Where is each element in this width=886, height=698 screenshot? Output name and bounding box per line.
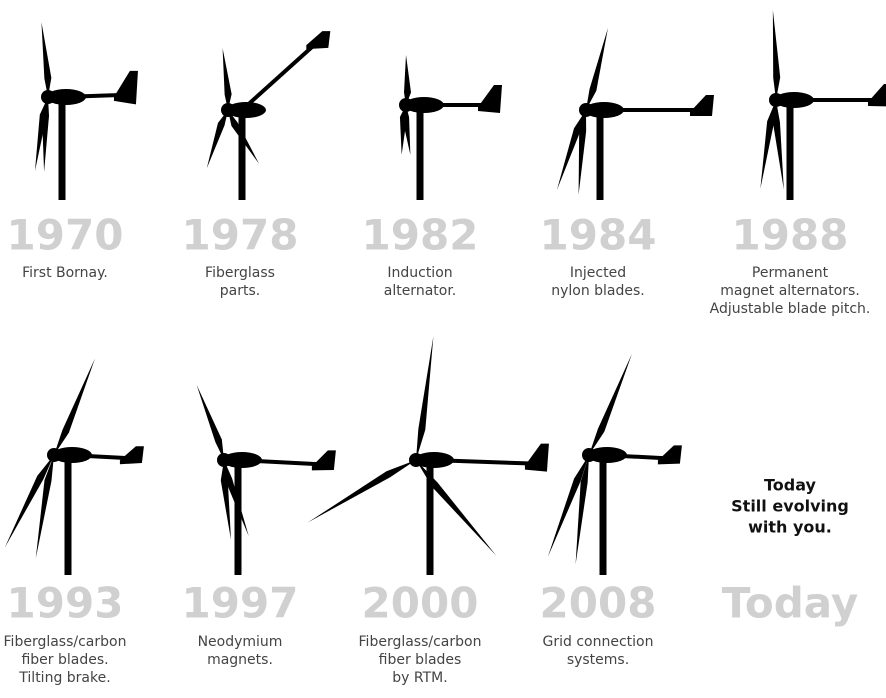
blade [760, 100, 776, 189]
tail-fin [868, 84, 886, 106]
turbine [207, 31, 331, 200]
description: Adjustable blade pitch. [710, 301, 871, 317]
description: magnet alternators. [720, 283, 860, 299]
hub [41, 90, 55, 104]
today-message: Still evolving [731, 497, 849, 516]
blade [773, 10, 780, 100]
year: 1982 [362, 211, 479, 260]
description: Fiberglass/carbon [4, 634, 127, 650]
turbine [197, 385, 336, 575]
year: 1993 [7, 579, 124, 628]
tail-fin [478, 85, 502, 113]
year: 1978 [182, 211, 299, 260]
hub [47, 448, 61, 462]
tail-fin [658, 445, 682, 464]
hub [221, 103, 235, 117]
turbine [35, 22, 138, 200]
tower [600, 455, 607, 575]
tail-fin [120, 446, 144, 464]
tail-fin [312, 450, 336, 470]
hub [579, 103, 593, 117]
tower [787, 100, 794, 200]
year: 2008 [540, 579, 657, 628]
year: 2000 [362, 579, 479, 628]
hub [399, 98, 413, 112]
blade [416, 336, 433, 460]
description: First Bornay. [22, 265, 108, 281]
tower [59, 97, 66, 200]
description: Fiberglass/carbon [359, 634, 482, 650]
tail-fin [306, 31, 330, 49]
description: by RTM. [392, 670, 447, 686]
hub [217, 453, 231, 467]
tower [417, 105, 424, 200]
description: parts. [220, 283, 260, 299]
hub [769, 93, 783, 107]
description: alternator. [384, 283, 457, 299]
description: Neodymium [198, 634, 283, 650]
description: Permanent [752, 265, 829, 281]
blade [54, 358, 95, 455]
year: 1984 [540, 211, 657, 260]
description: Fiberglass [205, 265, 275, 281]
turbine [760, 10, 886, 200]
tail-fin [690, 95, 714, 116]
year: 1988 [732, 211, 849, 260]
turbine [557, 28, 714, 200]
timeline: 1970 First Bornay. 1978 Fiberglass parts. 198… [0, 0, 886, 694]
blade [197, 385, 224, 460]
description: fiber blades. [21, 652, 108, 668]
description: systems. [567, 652, 629, 668]
turbine [399, 55, 502, 200]
blade [223, 48, 232, 110]
tower [239, 110, 246, 200]
description: Induction [387, 265, 452, 281]
blade [404, 55, 411, 105]
description: fiber blades [379, 652, 462, 668]
blade [773, 100, 784, 190]
blade [41, 22, 51, 97]
hub [582, 448, 596, 462]
description: Tilting brake. [18, 670, 110, 686]
tail-boom [242, 43, 316, 110]
tail-fin [525, 444, 549, 472]
blade [589, 354, 632, 455]
description: Injected [570, 265, 626, 281]
description: magnets. [207, 652, 273, 668]
turbine [308, 336, 549, 575]
tower [65, 455, 72, 575]
year: Today [722, 579, 858, 628]
tail-fin [114, 71, 138, 105]
tower [597, 110, 604, 200]
blade [586, 28, 608, 110]
turbine [548, 354, 682, 575]
blade [207, 110, 228, 168]
year: 1970 [7, 211, 124, 260]
description: Grid connection [543, 634, 654, 650]
today-message: with you. [748, 518, 832, 537]
year: 1997 [182, 579, 299, 628]
tower [235, 460, 242, 575]
turbine [5, 358, 144, 575]
hub [409, 453, 423, 467]
description: nylon blades. [551, 283, 645, 299]
today-message: Today [764, 476, 817, 495]
